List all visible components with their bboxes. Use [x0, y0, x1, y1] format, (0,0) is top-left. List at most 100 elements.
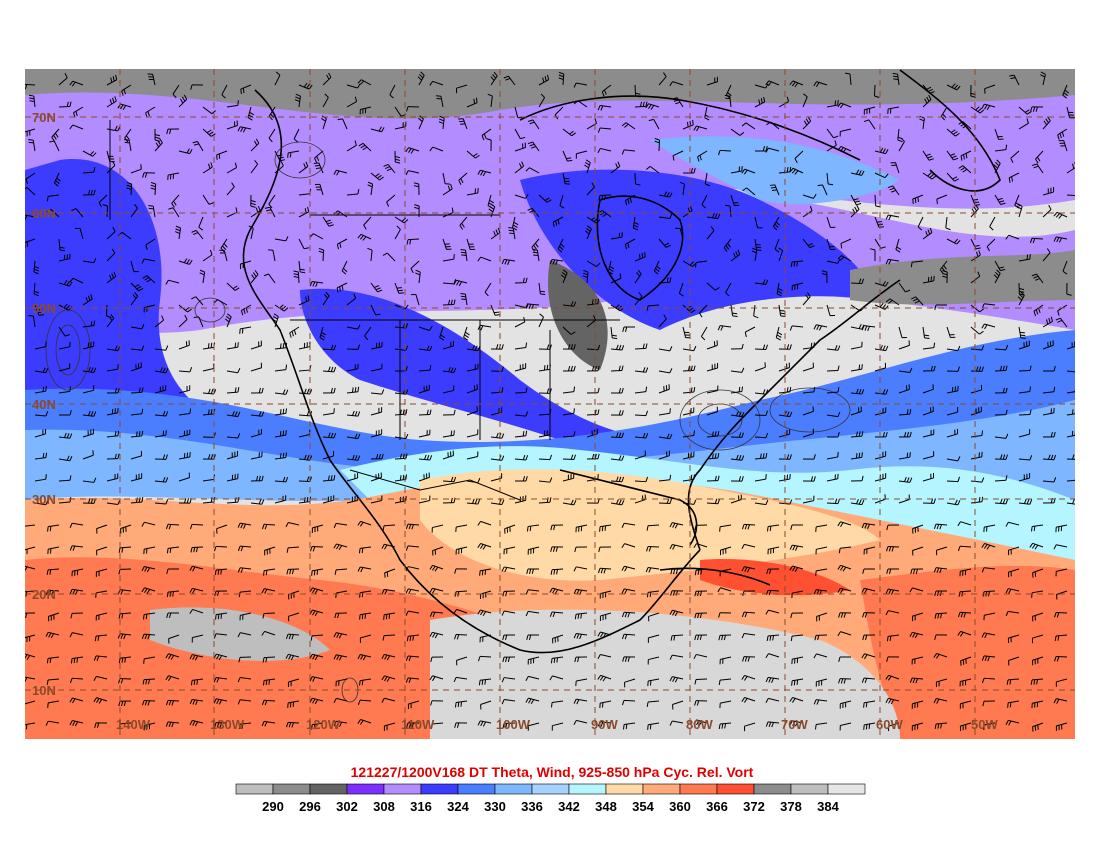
wind-barb — [381, 675, 396, 682]
wind-barb — [957, 545, 972, 552]
colorbar-level-label: 302 — [336, 799, 358, 814]
wind-barb — [934, 590, 948, 596]
wind-barb — [226, 497, 240, 504]
wind-barb — [599, 612, 612, 621]
colorbar-swatch — [420, 783, 459, 795]
wind-barb — [552, 216, 564, 228]
wind-barb — [48, 612, 60, 622]
lat-label: 50N — [32, 301, 56, 316]
longitude-labels: 140W 130W 120W 110W 100W 90W 80W 70W 60W 50W — [116, 717, 998, 732]
wind-barb — [694, 612, 708, 619]
wind-barb — [226, 411, 241, 418]
wind-barb — [550, 546, 564, 552]
wind-barb — [994, 144, 1008, 152]
wind-barb — [93, 655, 108, 662]
wind-barb — [250, 340, 262, 350]
wind-barb — [837, 146, 852, 153]
wind-barb — [418, 326, 433, 331]
wind-barb — [910, 568, 924, 575]
wind-barb — [1055, 317, 1068, 328]
wind-barb — [178, 94, 188, 108]
wind-barb — [719, 700, 732, 709]
wind-barb — [431, 524, 444, 533]
wind-barb — [124, 139, 132, 152]
wind-barb — [912, 546, 924, 556]
wind-barb — [310, 546, 324, 552]
wind-barb — [274, 342, 288, 350]
wind-barb — [287, 700, 300, 708]
wind-barb — [198, 216, 204, 231]
wind-barb — [538, 429, 551, 438]
wind-barb — [717, 325, 732, 331]
wind-barb — [58, 410, 72, 416]
wind-barb — [298, 82, 313, 90]
wind-barb — [106, 430, 120, 438]
wind-barb — [682, 205, 693, 218]
wind-barb — [922, 451, 935, 460]
wind-barb — [479, 590, 492, 600]
lon-label: 50W — [971, 717, 998, 732]
wind-barb — [700, 326, 708, 341]
wind-barb — [984, 84, 996, 94]
wind-barb — [575, 678, 588, 687]
wind-barb — [514, 106, 523, 119]
wind-barb — [1058, 140, 1068, 152]
wind-barb — [268, 106, 276, 121]
wind-barb — [1066, 409, 1075, 416]
wind-barb — [261, 720, 276, 727]
wind-barb — [34, 367, 49, 374]
wind-barb — [46, 678, 60, 686]
wind-barb — [562, 128, 576, 137]
wind-barb — [981, 632, 996, 639]
wind-barb — [118, 656, 132, 664]
wind-barb — [670, 568, 684, 575]
wind-barb — [658, 474, 672, 482]
wind-barb — [298, 295, 310, 306]
wind-barb — [250, 362, 262, 372]
wind-barb — [1055, 722, 1068, 731]
wind-barb — [334, 568, 348, 575]
wind-barb — [886, 634, 900, 642]
wind-barb — [106, 96, 117, 108]
wind-barb — [742, 656, 756, 662]
wind-barb — [178, 429, 191, 438]
lon-label: 130W — [210, 717, 245, 732]
wind-barb — [25, 676, 36, 683]
wind-barb — [394, 453, 408, 460]
wind-barb — [28, 139, 36, 152]
wind-barb — [261, 523, 276, 530]
wind-barb — [826, 431, 840, 438]
wind-barb — [514, 411, 529, 417]
wind-barb — [624, 238, 636, 250]
wind-barb — [359, 612, 372, 620]
wind-barb — [346, 473, 359, 482]
wind-barb — [34, 386, 47, 394]
wind-barb — [538, 497, 552, 504]
wind-barb — [25, 187, 36, 196]
wind-barb — [946, 172, 960, 182]
wind-barb — [813, 81, 828, 87]
wind-barb — [311, 568, 324, 576]
wind-barb — [346, 140, 357, 152]
wind-barb — [970, 366, 984, 372]
wind-barb — [336, 238, 348, 250]
wind-barb — [621, 543, 636, 549]
wind-barb — [765, 609, 780, 615]
wind-barb — [959, 568, 972, 577]
colorbar-swatch — [383, 783, 422, 795]
wind-barb — [263, 273, 276, 284]
wind-barb — [442, 238, 452, 250]
wind-barb — [442, 409, 456, 416]
wind-barb — [82, 410, 97, 417]
wind-barb — [994, 128, 1004, 140]
wind-barb — [293, 128, 300, 143]
wind-barb — [262, 678, 276, 686]
wind-barb — [287, 678, 300, 688]
wind-barb — [70, 612, 84, 619]
wind-barb — [335, 678, 348, 687]
wind-barb — [573, 100, 588, 108]
wind-barb — [333, 543, 348, 551]
wind-barb — [874, 280, 889, 287]
wind-barb — [837, 631, 852, 637]
wind-barb — [285, 653, 300, 661]
